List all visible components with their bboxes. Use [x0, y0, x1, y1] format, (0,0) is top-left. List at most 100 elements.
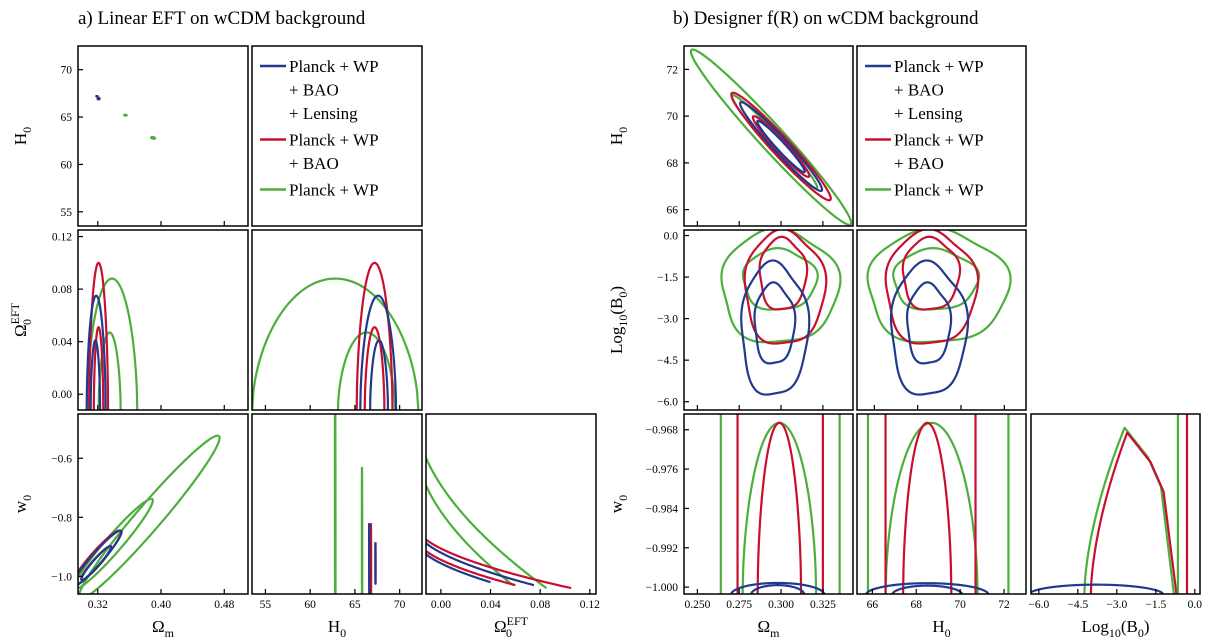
legend-entry-text: + Lensing: [289, 104, 358, 123]
y-axis-label: Log10(B0): [607, 286, 630, 354]
legend-entry-text: + BAO: [289, 154, 339, 173]
panel-frame: [683, 45, 854, 227]
panel-frame: [251, 229, 423, 411]
x-axis-label: H0: [932, 617, 950, 637]
x-tick-label: 0.300: [768, 599, 794, 611]
y-tick-label: 70: [667, 111, 679, 123]
panel-2-2: −6.0 −4.5 −3.0 −1.5 0.0: [1028, 413, 1203, 611]
y-tick-label: −6.0: [657, 397, 678, 409]
x-tick-label: 70: [394, 599, 406, 611]
panel-frame: [77, 229, 249, 411]
panel-frame: [77, 45, 249, 227]
legend-entry-text: Planck + WP: [289, 181, 379, 200]
contour-blue-4: [730, 581, 826, 594]
panel-frame: [425, 413, 597, 595]
y-tick-label: 0.00: [52, 389, 72, 401]
x-tick-label: 68: [911, 599, 923, 611]
y-axis-label: H0: [607, 127, 630, 145]
y-tick-label: −0.968: [646, 425, 679, 437]
y-tick-label: −0.976: [646, 464, 679, 476]
legend: Planck + WP + BAO + Lensing Planck + WP + BA…: [251, 45, 423, 227]
x-axis-label: Ωm: [152, 617, 175, 637]
contour-blue-4: [426, 541, 535, 587]
contour-red-2: [426, 538, 572, 590]
contour-blue-4: [740, 259, 811, 396]
contour-red-3: [92, 326, 105, 410]
x-tick-label: 0.325: [810, 599, 836, 611]
legend-entry-text: Planck + WP: [894, 181, 984, 200]
contour-green-0: [252, 277, 420, 410]
y-tick-label: 70: [61, 65, 73, 77]
x-axis-label: ΩEFT 0: [494, 614, 529, 637]
contour-green-1: [123, 113, 128, 117]
panel-2-1: 55 60 65 70: [251, 413, 423, 611]
contour-blue-4: [359, 294, 398, 410]
panel-1-1: [251, 229, 423, 411]
panel-frame: [683, 229, 854, 411]
contour-blue-5: [369, 339, 390, 410]
contour-red-2: [355, 261, 394, 410]
x-tick-label: 0.0: [1188, 599, 1203, 611]
x-tick-label: 0.275: [726, 599, 752, 611]
legend: Planck + WP + BAO + Lensing Planck + WP + BA…: [856, 45, 1027, 227]
contour-red-2: [884, 230, 980, 345]
y-tick-label: 0.0: [664, 231, 679, 243]
contour-red-3: [363, 326, 386, 410]
panel-0-0: 55 60 65 70: [61, 45, 249, 227]
y-tick-label: 72: [667, 64, 679, 76]
panel-frame: [856, 413, 1027, 595]
x-tick-label: 0.48: [214, 599, 234, 611]
contour-red-3: [751, 115, 811, 179]
y-tick-label: 0.08: [52, 284, 72, 296]
legend-entry-text: + BAO: [289, 81, 339, 100]
legend-entry-text: Planck + WP: [894, 57, 984, 76]
x-tick-label: 65: [349, 599, 361, 611]
contour-green-1: [884, 421, 979, 594]
legend-entry-text: + Lensing: [894, 104, 963, 123]
y-tick-label: −0.992: [646, 543, 679, 555]
y-tick-label: −1.000: [646, 582, 679, 594]
contour-blue-5: [89, 339, 102, 410]
y-tick-label: 0.12: [52, 232, 72, 244]
panel-frame: [77, 413, 249, 595]
y-tick-label: −0.984: [646, 503, 679, 515]
chart-a: 55 60 65 70 0.00 0.04 0.08 0.12 −1.0 −0.8 −0.6 0.32…: [8, 45, 600, 637]
x-tick-label: 0.12: [580, 599, 600, 611]
x-tick-label: −3.0: [1106, 599, 1127, 611]
panel-2-0: −1.000 −0.992 −0.984 −0.976 −0.968 0.250 0.275…: [646, 413, 854, 611]
contour-green-0: [689, 48, 853, 226]
y-tick-label: 0.04: [52, 337, 72, 349]
panel-2-1: 66 68 70 72: [856, 413, 1027, 611]
chart-b-title: b) Designer f(R) on wCDM background: [673, 8, 979, 29]
contour-red-2: [743, 230, 828, 345]
panel-1-0: −6.0 −4.5 −3.0 −1.5 0.0: [657, 229, 854, 411]
x-tick-label: 0.04: [480, 599, 500, 611]
contour-blue-4: [96, 97, 101, 101]
y-tick-label: −4.5: [657, 355, 678, 367]
contour-blue-5: [905, 281, 953, 365]
contour-green-0: [426, 455, 548, 589]
contour-red-3: [758, 235, 809, 311]
contour-green-0: [720, 230, 842, 344]
contour-red-3: [902, 421, 953, 594]
panel-2-0: −1.0 −0.8 −0.6 0.32 0.40 0.48: [51, 413, 249, 611]
contour-green-0: [866, 230, 1012, 344]
panel-frame: [251, 413, 423, 595]
x-tick-label: 55: [260, 599, 272, 611]
y-tick-label: −0.8: [51, 512, 72, 524]
x-axis-label: H0: [328, 617, 346, 637]
contour-red-3: [901, 235, 962, 311]
contour-blue-5: [753, 281, 797, 365]
panel-frame: [1030, 413, 1201, 595]
x-tick-label: 0.08: [530, 599, 550, 611]
x-tick-label: 72: [998, 599, 1010, 611]
contour-blue-4: [889, 259, 970, 396]
contour-blue-4: [78, 529, 123, 586]
contour-green-0: [1083, 426, 1175, 594]
x-axis-label: Log10(B0): [1081, 617, 1149, 637]
legend-entry-text: Planck + WP: [894, 131, 984, 150]
legend-entry-text: + BAO: [894, 154, 944, 173]
contour-blue-5: [891, 584, 964, 594]
y-tick-label: 66: [667, 205, 679, 217]
